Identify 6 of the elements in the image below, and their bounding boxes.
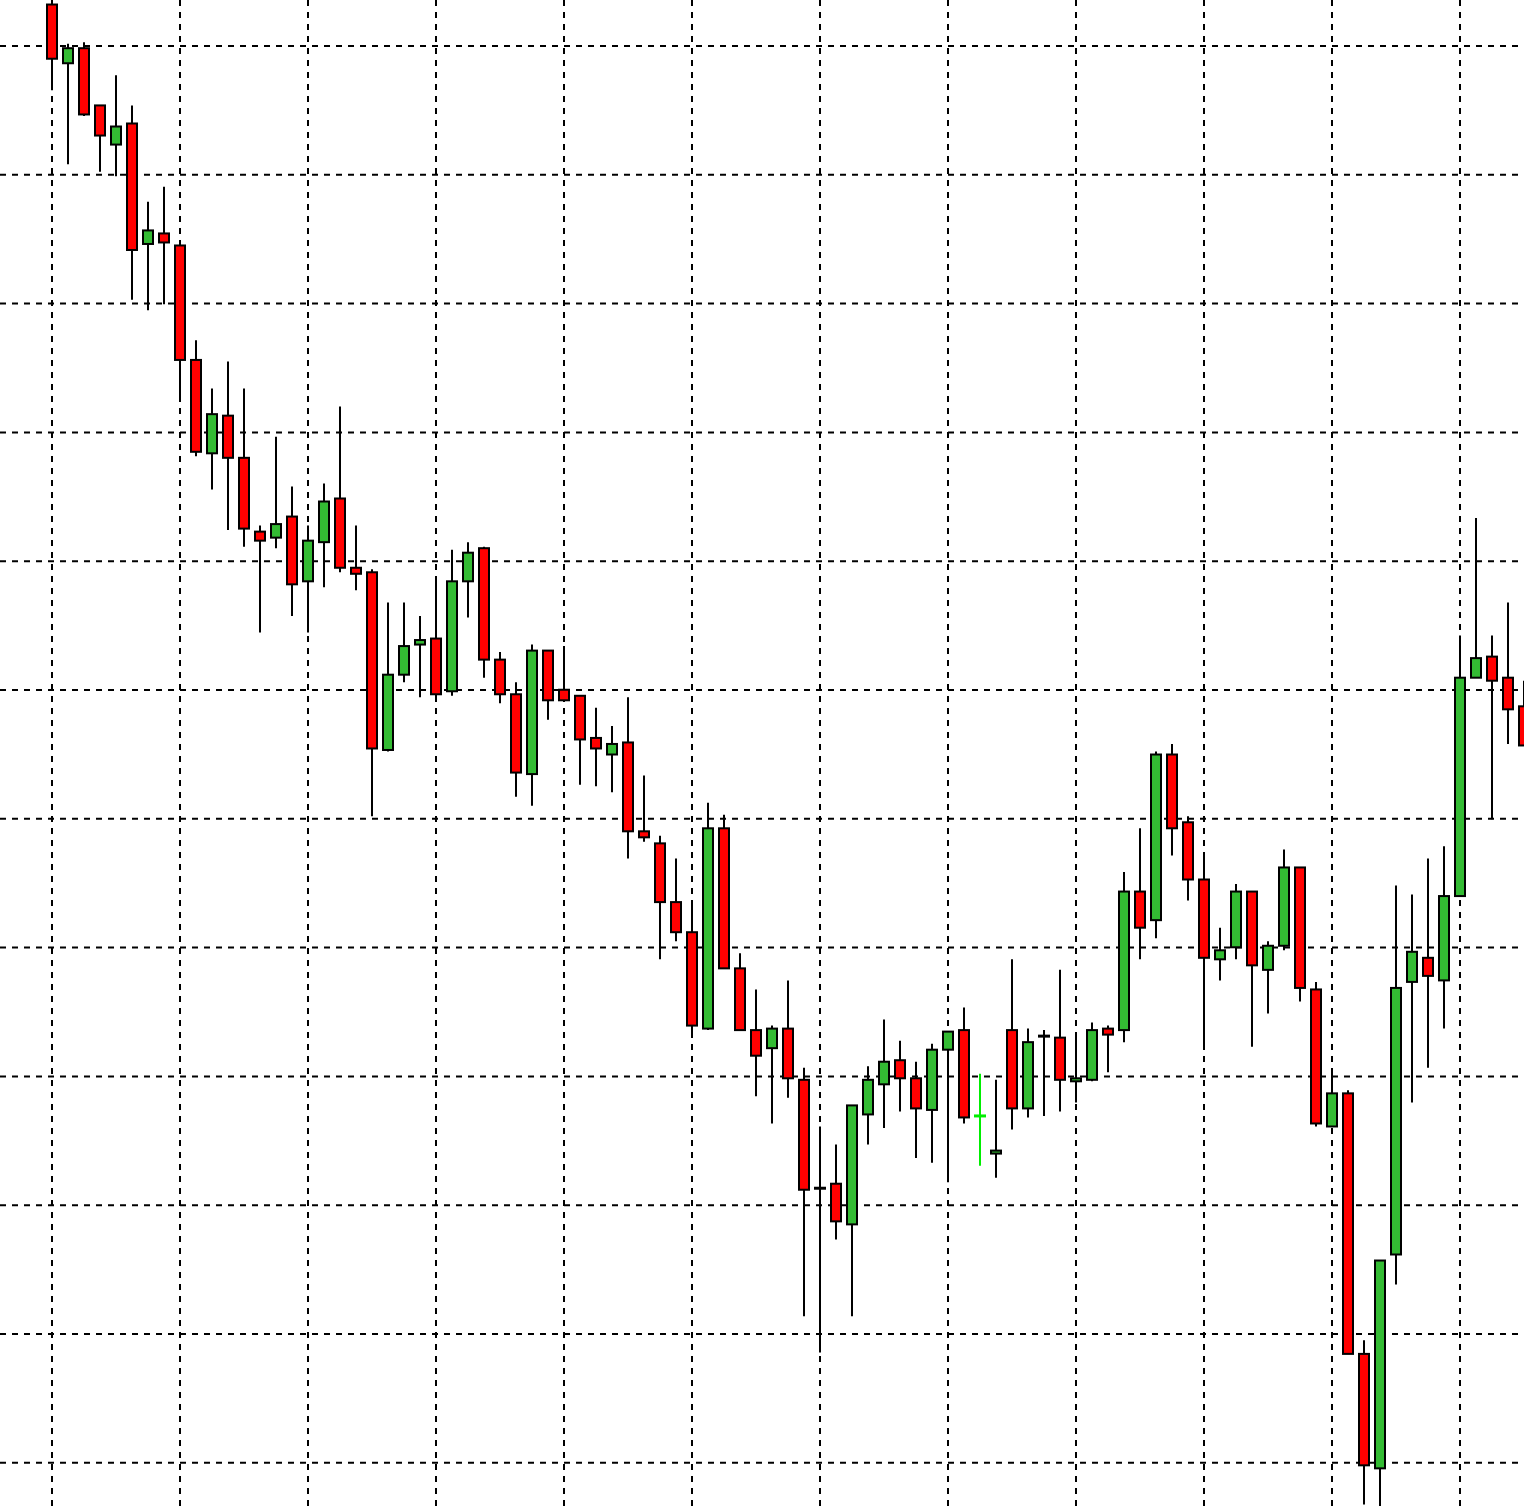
candlestick: [670, 857, 682, 943]
candlestick: [606, 724, 618, 794]
candlestick: [574, 694, 586, 786]
candlestick: [270, 435, 282, 550]
candlestick: [398, 601, 410, 684]
candlestick: [590, 706, 602, 788]
